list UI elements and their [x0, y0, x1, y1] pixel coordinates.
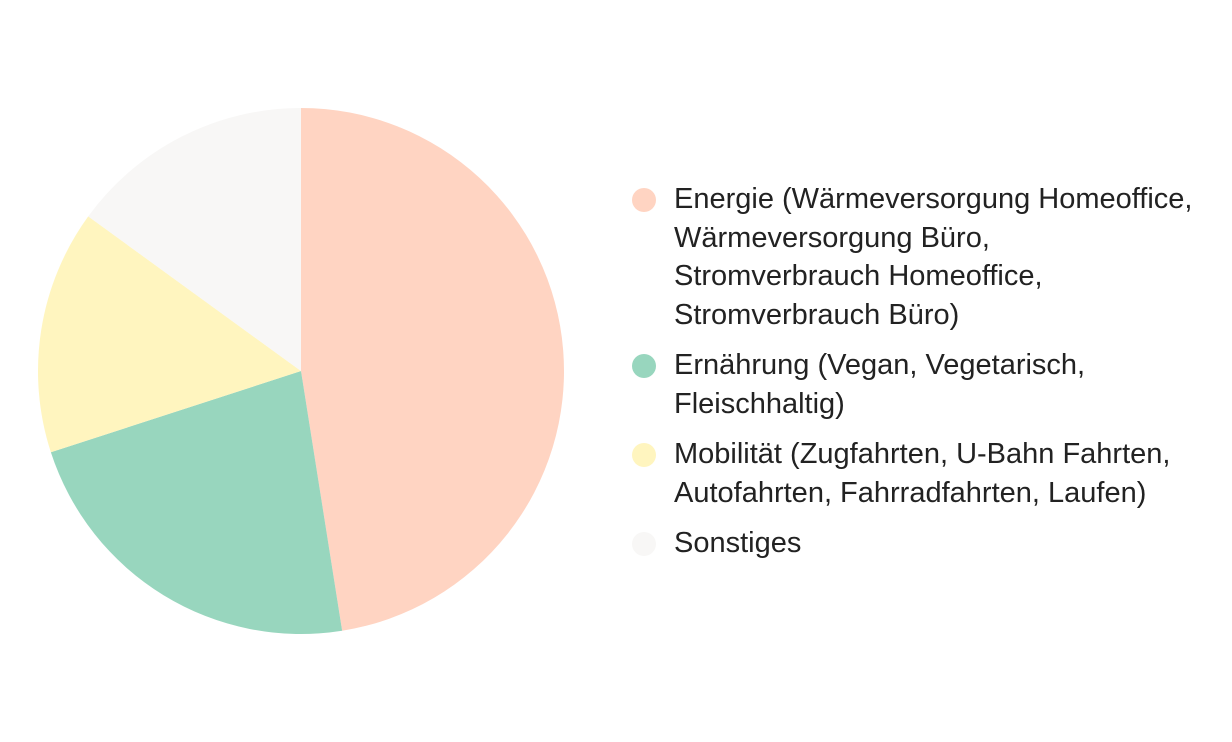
legend-swatch-mobilitaet	[632, 443, 656, 467]
pie-slice-ernaehrung	[50, 371, 343, 634]
pie-slice-mobilitaet	[37, 216, 301, 453]
pie-chart	[37, 108, 564, 634]
legend-label-ernaehrung: Ernährung (Vegan, Vegetarisch, Fleischha…	[674, 349, 1086, 420]
pie-slice-energie	[301, 108, 564, 631]
legend-swatch-ernaehrung	[632, 354, 656, 378]
legend-item-sonstiges: Sonstiges	[632, 524, 1227, 563]
legend-swatch-energie	[632, 188, 656, 212]
legend-swatch-sonstiges	[632, 532, 656, 556]
pie-slice-sonstiges	[88, 108, 301, 371]
legend-label-mobilitaet: Mobilität (Zugfahrten, U-Bahn Fahrten, A…	[674, 438, 1171, 509]
legend-item-energie: Energie (Wärmeversorgung Homeoffice, Wär…	[632, 180, 1227, 334]
legend-item-ernaehrung: Ernährung (Vegan, Vegetarisch, Fleischha…	[632, 346, 1227, 423]
legend-label-sonstiges: Sonstiges	[674, 527, 802, 559]
chart-legend: Energie (Wärmeversorgung Homeoffice, Wär…	[632, 180, 1227, 575]
legend-item-mobilitaet: Mobilität (Zugfahrten, U-Bahn Fahrten, A…	[632, 435, 1227, 512]
legend-label-energie: Energie (Wärmeversorgung Homeoffice, Wär…	[674, 183, 1193, 331]
